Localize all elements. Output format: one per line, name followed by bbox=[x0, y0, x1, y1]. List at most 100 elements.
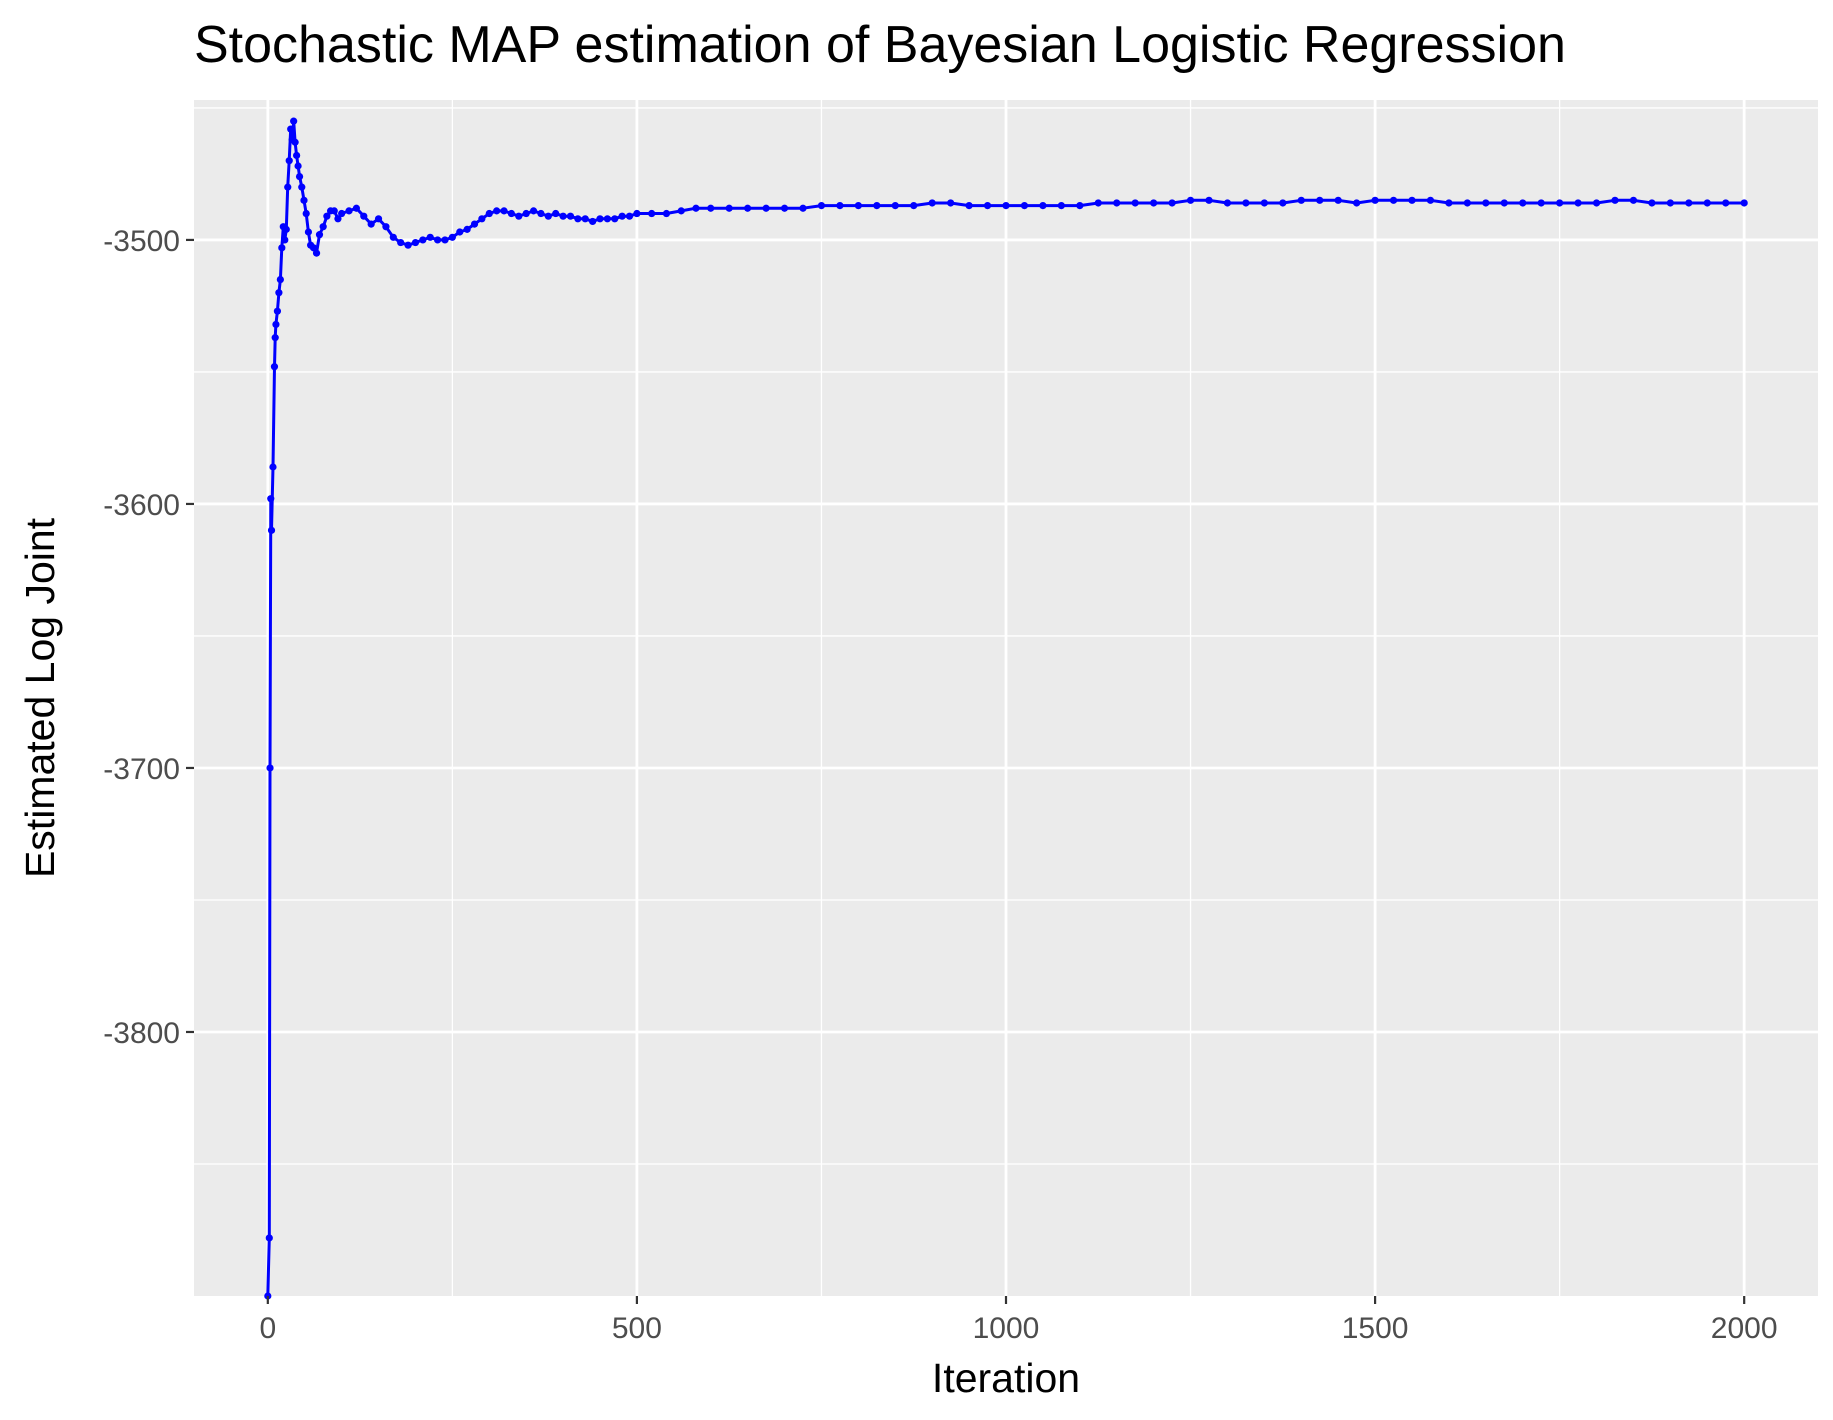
data-point bbox=[493, 207, 501, 215]
data-point bbox=[780, 204, 789, 212]
data-point bbox=[725, 204, 733, 212]
data-point bbox=[397, 238, 405, 247]
data-point bbox=[522, 209, 530, 218]
x-tick-label: 1500 bbox=[1342, 1312, 1409, 1345]
data-point bbox=[273, 307, 282, 315]
data-point bbox=[662, 209, 671, 218]
data-point bbox=[1076, 202, 1084, 210]
data-point bbox=[463, 225, 471, 233]
data-point bbox=[300, 196, 308, 204]
data-point bbox=[677, 207, 685, 215]
data-point bbox=[1168, 199, 1176, 207]
data-point bbox=[275, 289, 283, 297]
data-point bbox=[345, 207, 353, 215]
data-point bbox=[426, 233, 434, 241]
data-point bbox=[910, 202, 918, 210]
data-point bbox=[290, 117, 298, 125]
data-point bbox=[983, 202, 992, 210]
data-point bbox=[294, 162, 302, 170]
data-point bbox=[1020, 202, 1029, 210]
y-axis-title: Estimated Log Joint bbox=[17, 517, 63, 878]
data-point bbox=[707, 204, 715, 212]
data-point bbox=[596, 215, 604, 223]
x-axis: 0 500 1000 1500 2000 bbox=[259, 1296, 1778, 1345]
x-axis-title: Iteration bbox=[932, 1355, 1080, 1401]
x-tick-label: 0 bbox=[259, 1312, 276, 1345]
data-point bbox=[302, 209, 310, 218]
data-point bbox=[334, 215, 342, 223]
data-point bbox=[947, 199, 955, 207]
data-point bbox=[891, 202, 899, 210]
data-point bbox=[1002, 202, 1010, 210]
data-point bbox=[319, 223, 327, 231]
series-layer bbox=[264, 117, 1748, 1300]
data-point bbox=[266, 764, 274, 772]
data-point bbox=[1685, 199, 1693, 207]
data-point bbox=[515, 212, 523, 220]
y-tick-label: -3700 bbox=[103, 753, 180, 786]
data-point bbox=[1113, 199, 1121, 207]
data-point bbox=[323, 212, 331, 220]
data-point bbox=[470, 220, 479, 228]
data-point bbox=[500, 207, 508, 215]
data-point bbox=[272, 320, 280, 329]
data-point bbox=[267, 526, 276, 534]
data-point bbox=[1353, 199, 1361, 207]
data-point bbox=[648, 209, 656, 218]
data-point bbox=[298, 183, 306, 191]
data-point bbox=[1094, 199, 1102, 207]
x-tick-label: 500 bbox=[612, 1312, 662, 1345]
data-point bbox=[581, 215, 589, 223]
data-point bbox=[625, 212, 634, 220]
data-point bbox=[799, 204, 807, 212]
data-point bbox=[1703, 199, 1711, 207]
data-point bbox=[1592, 199, 1601, 207]
data-point bbox=[1371, 196, 1379, 204]
data-point bbox=[873, 202, 881, 210]
data-point bbox=[411, 238, 420, 247]
data-point bbox=[1297, 196, 1305, 204]
data-point bbox=[1334, 196, 1342, 204]
data-point bbox=[367, 220, 375, 228]
data-point bbox=[1629, 196, 1638, 204]
data-point bbox=[304, 228, 313, 236]
y-axis: -3800 -3700 -3600 -3500 bbox=[103, 225, 194, 1050]
data-point bbox=[1556, 199, 1564, 207]
data-point bbox=[1242, 199, 1250, 207]
data-point bbox=[287, 125, 295, 133]
data-point bbox=[382, 223, 390, 231]
data-point bbox=[315, 231, 324, 239]
data-point bbox=[817, 202, 826, 210]
data-point bbox=[1260, 199, 1268, 207]
data-point bbox=[448, 233, 456, 241]
data-point bbox=[1150, 199, 1158, 207]
data-point bbox=[692, 204, 700, 212]
data-point bbox=[282, 225, 290, 233]
data-point bbox=[559, 212, 567, 220]
data-point bbox=[854, 202, 862, 210]
data-point bbox=[603, 215, 611, 223]
data-point bbox=[1666, 199, 1674, 207]
y-tick-label: -3800 bbox=[103, 1017, 180, 1050]
data-point bbox=[965, 202, 973, 210]
data-point bbox=[404, 241, 412, 249]
data-point bbox=[330, 207, 338, 215]
data-point bbox=[374, 215, 383, 223]
chart-title: Stochastic MAP estimation of Bayesian Lo… bbox=[194, 16, 1566, 74]
data-point bbox=[441, 236, 449, 244]
data-point bbox=[589, 217, 597, 226]
data-point bbox=[1039, 202, 1047, 210]
data-point bbox=[267, 495, 275, 503]
data-point bbox=[281, 236, 289, 244]
data-point bbox=[1463, 199, 1471, 207]
data-point bbox=[744, 204, 752, 212]
data-point bbox=[1740, 199, 1748, 207]
data-point bbox=[434, 236, 442, 244]
data-point bbox=[265, 1234, 273, 1242]
data-point bbox=[1223, 199, 1232, 207]
y-tick-label: -3500 bbox=[103, 225, 180, 258]
data-point bbox=[1205, 196, 1213, 204]
data-point bbox=[278, 244, 286, 252]
data-point bbox=[1131, 199, 1139, 207]
data-point bbox=[1574, 199, 1582, 207]
